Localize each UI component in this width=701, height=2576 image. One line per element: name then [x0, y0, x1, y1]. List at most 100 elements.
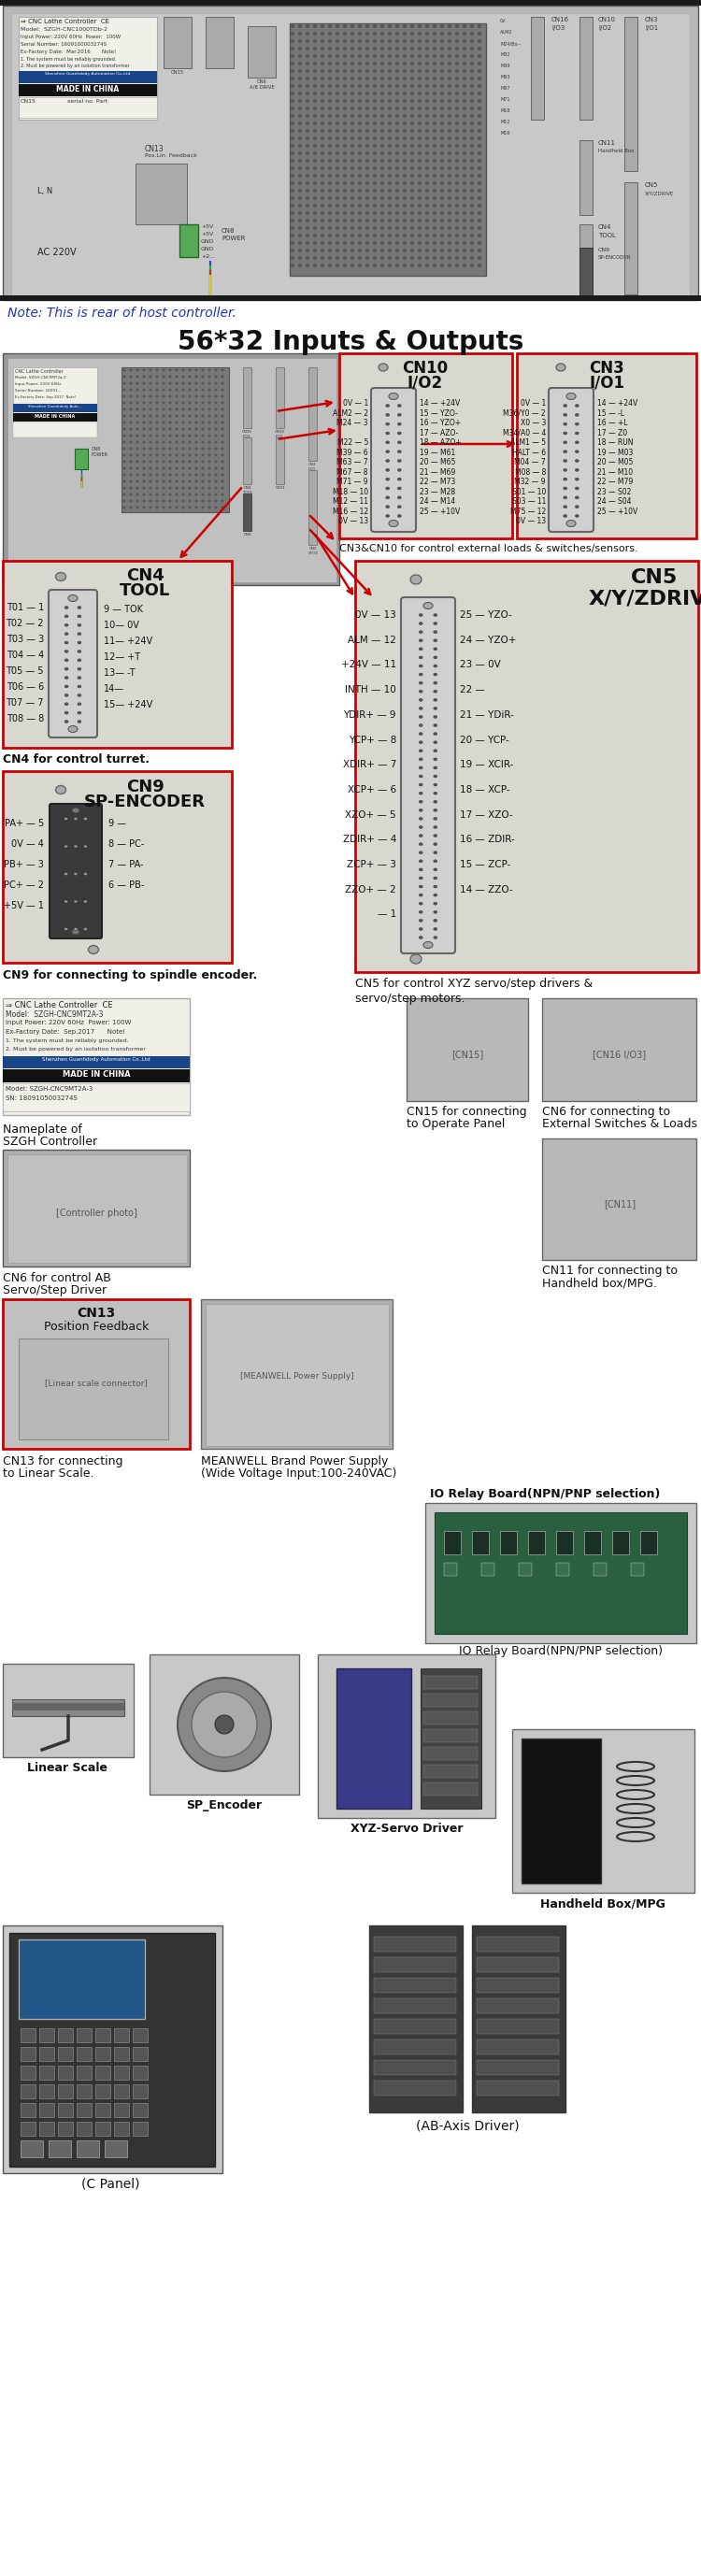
Ellipse shape — [175, 479, 178, 482]
Ellipse shape — [397, 422, 401, 425]
Ellipse shape — [306, 204, 309, 209]
Ellipse shape — [215, 402, 217, 404]
Ellipse shape — [306, 93, 309, 95]
Ellipse shape — [365, 23, 369, 28]
Ellipse shape — [455, 39, 459, 44]
Ellipse shape — [379, 363, 388, 371]
Bar — [339, 353, 512, 538]
Ellipse shape — [130, 505, 132, 510]
Ellipse shape — [418, 98, 421, 103]
Text: CN3
I/O1: CN3 I/O1 — [308, 464, 316, 471]
Ellipse shape — [156, 466, 158, 469]
Ellipse shape — [201, 415, 204, 417]
Ellipse shape — [130, 474, 132, 477]
Ellipse shape — [123, 440, 125, 443]
Ellipse shape — [74, 873, 78, 876]
Ellipse shape — [440, 39, 444, 44]
Ellipse shape — [336, 85, 339, 88]
Ellipse shape — [381, 31, 384, 36]
Ellipse shape — [156, 394, 158, 397]
Text: 17 — AZO-: 17 — AZO- — [420, 428, 458, 438]
Ellipse shape — [418, 113, 421, 118]
Ellipse shape — [162, 500, 165, 502]
Bar — [76, 2066, 92, 2079]
Ellipse shape — [410, 39, 414, 44]
Ellipse shape — [343, 137, 347, 139]
Ellipse shape — [336, 23, 339, 28]
Text: [CN16 I/O3]: [CN16 I/O3] — [593, 1048, 646, 1059]
Text: XDIR+ — 7: XDIR+ — 7 — [343, 760, 396, 770]
Ellipse shape — [381, 227, 384, 229]
Bar — [13, 368, 97, 428]
Ellipse shape — [426, 180, 429, 185]
Ellipse shape — [350, 219, 354, 222]
Ellipse shape — [426, 46, 429, 52]
Ellipse shape — [162, 487, 165, 489]
Ellipse shape — [358, 180, 362, 185]
Ellipse shape — [298, 137, 302, 139]
Text: TOOL: TOOL — [598, 232, 615, 240]
Ellipse shape — [136, 402, 139, 404]
Ellipse shape — [313, 227, 317, 229]
Ellipse shape — [410, 129, 414, 134]
Ellipse shape — [136, 505, 139, 510]
Ellipse shape — [358, 62, 362, 64]
Text: 14 — ZZO-: 14 — ZZO- — [460, 886, 512, 894]
Ellipse shape — [440, 152, 444, 155]
Ellipse shape — [306, 167, 309, 170]
Ellipse shape — [426, 234, 429, 237]
Ellipse shape — [83, 873, 88, 876]
Ellipse shape — [78, 605, 81, 608]
Ellipse shape — [78, 634, 81, 636]
Ellipse shape — [189, 420, 191, 425]
Ellipse shape — [410, 93, 414, 95]
Ellipse shape — [149, 492, 152, 495]
Text: to Operate Panel: to Operate Panel — [407, 1118, 505, 1131]
Ellipse shape — [320, 39, 325, 44]
Ellipse shape — [328, 234, 332, 237]
Ellipse shape — [426, 137, 429, 139]
Text: CN9: CN9 — [126, 778, 164, 796]
Ellipse shape — [201, 487, 204, 489]
Ellipse shape — [381, 144, 384, 147]
Ellipse shape — [306, 173, 309, 178]
Ellipse shape — [336, 211, 339, 214]
Ellipse shape — [395, 152, 399, 155]
Ellipse shape — [336, 106, 339, 111]
Ellipse shape — [455, 196, 459, 201]
Ellipse shape — [313, 31, 317, 36]
Bar — [20, 2123, 36, 2136]
Bar — [58, 2027, 73, 2043]
Text: T05 — 5: T05 — 5 — [6, 667, 44, 675]
Ellipse shape — [564, 497, 567, 500]
Ellipse shape — [195, 368, 198, 371]
Ellipse shape — [291, 98, 294, 103]
Ellipse shape — [189, 505, 191, 510]
Ellipse shape — [386, 487, 390, 489]
Ellipse shape — [433, 39, 437, 44]
Ellipse shape — [403, 62, 407, 64]
Ellipse shape — [448, 39, 451, 44]
Bar — [135, 162, 187, 224]
Ellipse shape — [410, 574, 421, 585]
Ellipse shape — [320, 250, 325, 252]
Bar — [4, 773, 231, 961]
Ellipse shape — [189, 368, 191, 371]
Ellipse shape — [419, 639, 423, 641]
Ellipse shape — [162, 420, 165, 425]
Ellipse shape — [365, 121, 369, 126]
Ellipse shape — [448, 85, 451, 88]
Ellipse shape — [463, 46, 466, 52]
Ellipse shape — [440, 46, 444, 52]
Ellipse shape — [419, 935, 423, 938]
Ellipse shape — [306, 46, 309, 52]
Text: 14 — +24V: 14 — +24V — [420, 399, 460, 407]
Ellipse shape — [182, 466, 184, 469]
Ellipse shape — [291, 167, 294, 170]
Ellipse shape — [343, 113, 347, 118]
Text: T07 — 7: T07 — 7 — [6, 698, 44, 708]
Text: CN10: CN10 — [598, 18, 616, 23]
Ellipse shape — [373, 167, 376, 170]
Ellipse shape — [78, 721, 81, 724]
Text: 19 — XCIR-: 19 — XCIR- — [460, 760, 513, 770]
